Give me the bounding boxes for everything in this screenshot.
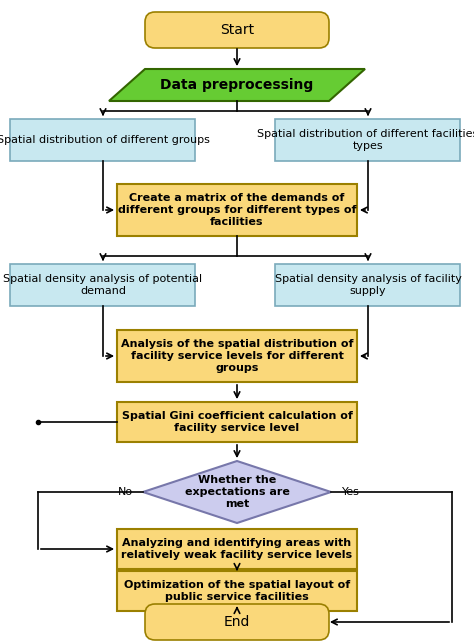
Text: Analysis of the spatial distribution of
facility service levels for different
gr: Analysis of the spatial distribution of … — [121, 340, 353, 372]
Bar — [275, 264, 461, 306]
Polygon shape — [143, 461, 331, 523]
Bar — [117, 330, 357, 382]
Text: Spatial density analysis of facility
supply: Spatial density analysis of facility sup… — [274, 274, 461, 296]
Text: End: End — [224, 615, 250, 629]
Text: Spatial density analysis of potential
demand: Spatial density analysis of potential de… — [3, 274, 202, 296]
Bar — [117, 184, 357, 236]
Bar — [10, 264, 195, 306]
Text: Data preprocessing: Data preprocessing — [160, 78, 314, 92]
Bar — [117, 529, 357, 569]
Bar — [117, 402, 357, 442]
Text: Start: Start — [220, 23, 254, 37]
Text: Create a matrix of the demands of
different groups for different types of
facili: Create a matrix of the demands of differ… — [118, 193, 356, 227]
Text: Spatial Gini coefficient calculation of
facility service level: Spatial Gini coefficient calculation of … — [121, 411, 353, 433]
Text: Whether the
expectations are
met: Whether the expectations are met — [184, 475, 290, 508]
Text: Spatial distribution of different groups: Spatial distribution of different groups — [0, 135, 210, 145]
Polygon shape — [109, 69, 365, 101]
Text: No: No — [118, 487, 133, 497]
Bar — [275, 119, 461, 161]
FancyBboxPatch shape — [145, 12, 329, 48]
Text: Spatial distribution of different facilities
types: Spatial distribution of different facili… — [257, 129, 474, 151]
Text: Optimization of the spatial layout of
public service facilities: Optimization of the spatial layout of pu… — [124, 580, 350, 602]
Bar — [10, 119, 195, 161]
Text: Yes: Yes — [342, 487, 360, 497]
FancyBboxPatch shape — [145, 604, 329, 640]
Text: Analyzing and identifying areas with
relatively weak facility service levels: Analyzing and identifying areas with rel… — [121, 538, 353, 560]
Bar — [117, 571, 357, 611]
